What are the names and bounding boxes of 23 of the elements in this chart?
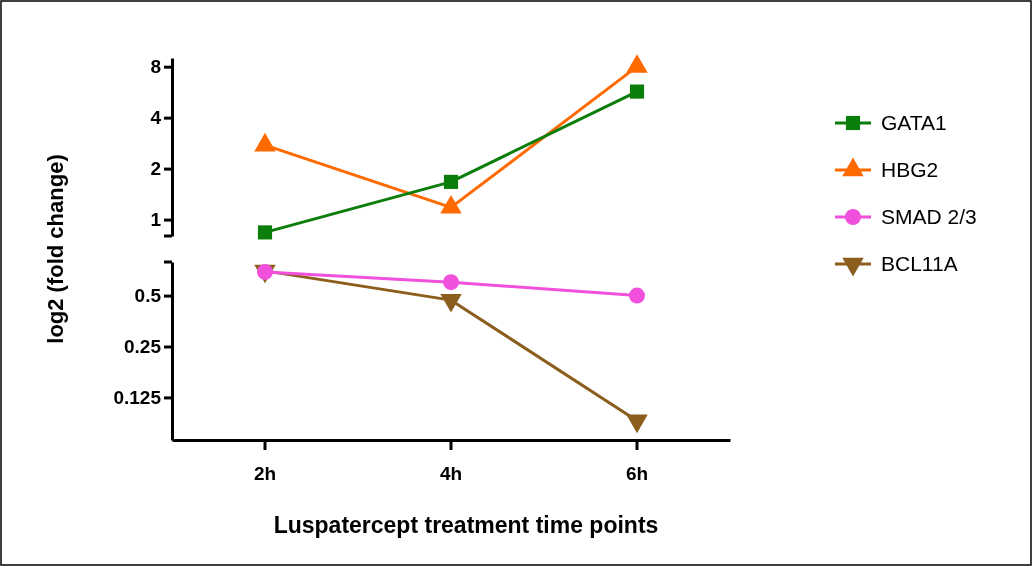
y-tick-label: 4 (150, 107, 162, 129)
x-axis-title: Luspatercept treatment time points (273, 512, 659, 538)
point (626, 414, 648, 434)
x-tick-label: 4h (439, 462, 463, 484)
y-tick-label: 0.25 (124, 336, 162, 358)
legend-label: HBG2 (881, 158, 939, 182)
y-axis-title: log2 (fold change) (43, 154, 68, 344)
y-tick-label: 8 (150, 56, 161, 78)
point (626, 54, 648, 73)
point (443, 174, 459, 189)
legend-label: SMAD 2/3 (881, 205, 977, 229)
x-tick-label: 6h (625, 462, 649, 484)
legend-label: GATA1 (881, 111, 947, 135)
point (257, 225, 273, 240)
legend-label: BCL11A (881, 252, 958, 276)
point (254, 132, 276, 152)
y-tick-label: 1 (150, 209, 162, 231)
y-tick-label: 2 (150, 158, 161, 180)
y-tick-label: 0.5 (134, 285, 162, 307)
x-tick-label: 2h (253, 462, 277, 484)
y-tick-label: 0.125 (113, 386, 162, 408)
point (629, 287, 645, 304)
point (443, 274, 459, 291)
